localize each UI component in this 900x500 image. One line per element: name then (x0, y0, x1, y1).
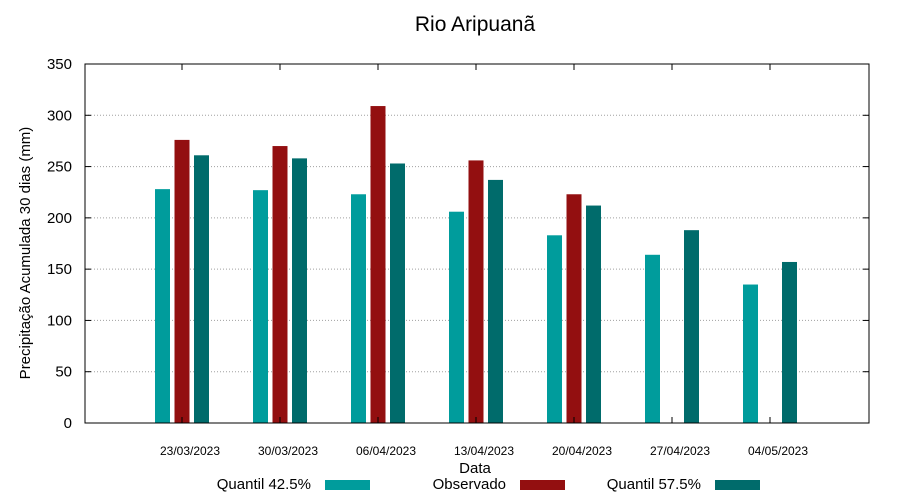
bar-quantil-42-5--2 (351, 194, 366, 423)
x-tick-label: 04/05/2023 (748, 444, 808, 458)
bar-observado-3 (468, 160, 484, 423)
legend-swatch (520, 480, 565, 490)
bar-quantil-57-5--3 (488, 179, 503, 423)
x-axis-ticks: 23/03/2023 30/03/2023 06/04/2023 13/04/2023… (160, 64, 808, 458)
plot-frame (84, 63, 870, 424)
bars (155, 106, 797, 424)
y-axis-ticks: 0 50 100 150 200 250 300 350 (47, 56, 869, 432)
bar-quantil-42-5--4 (547, 235, 562, 423)
x-tick-label: 13/04/2023 (454, 444, 514, 458)
legend-swatch (325, 480, 370, 490)
bar-quantil-42-5--0 (155, 189, 170, 423)
y-tick-label: 100 (47, 312, 72, 329)
y-tick-label: 250 (47, 159, 72, 176)
bar-quantil-57-5--4 (586, 205, 601, 423)
bar-observado-0 (174, 139, 190, 423)
y-tick-label: 0 (64, 415, 72, 432)
bar-observado-4 (566, 194, 582, 423)
legend-label: Observado (433, 476, 506, 493)
bar-quantil-42-5--1 (253, 190, 268, 423)
legend: Quantil 42.5% Observado Quantil 57.5% (217, 476, 760, 493)
legend-label: Quantil 42.5% (217, 476, 311, 493)
bar-observado-1 (272, 146, 288, 424)
y-axis-label: Precipitação Acumulada 30 dias (mm) (17, 127, 34, 380)
x-axis-label: Data (459, 460, 491, 477)
bar-quantil-57-5--2 (390, 163, 405, 423)
x-tick-label: 30/03/2023 (258, 444, 318, 458)
y-tick-label: 300 (47, 107, 72, 124)
bar-quantil-57-5--0 (194, 155, 209, 423)
y-tick-label: 150 (47, 261, 72, 278)
bar-quantil-42-5--3 (449, 211, 464, 423)
bar-observado-2 (370, 106, 386, 423)
y-tick-label: 350 (47, 56, 72, 73)
x-tick-label: 23/03/2023 (160, 444, 220, 458)
x-tick-label: 20/04/2023 (552, 444, 612, 458)
bar-quantil-42-5--5 (645, 254, 660, 423)
bar-quantil-57-5--6 (782, 261, 797, 423)
y-tick-label: 50 (55, 364, 72, 381)
x-tick-label: 06/04/2023 (356, 444, 416, 458)
bar-quantil-42-5--6 (743, 284, 758, 423)
legend-swatch (715, 480, 760, 490)
x-tick-label: 27/04/2023 (650, 444, 710, 458)
bar-quantil-57-5--5 (684, 230, 699, 423)
legend-label: Quantil 57.5% (607, 476, 701, 493)
y-tick-label: 200 (47, 210, 72, 227)
chart-title: Rio Aripuanã (415, 13, 536, 36)
bar-quantil-57-5--1 (292, 158, 307, 423)
